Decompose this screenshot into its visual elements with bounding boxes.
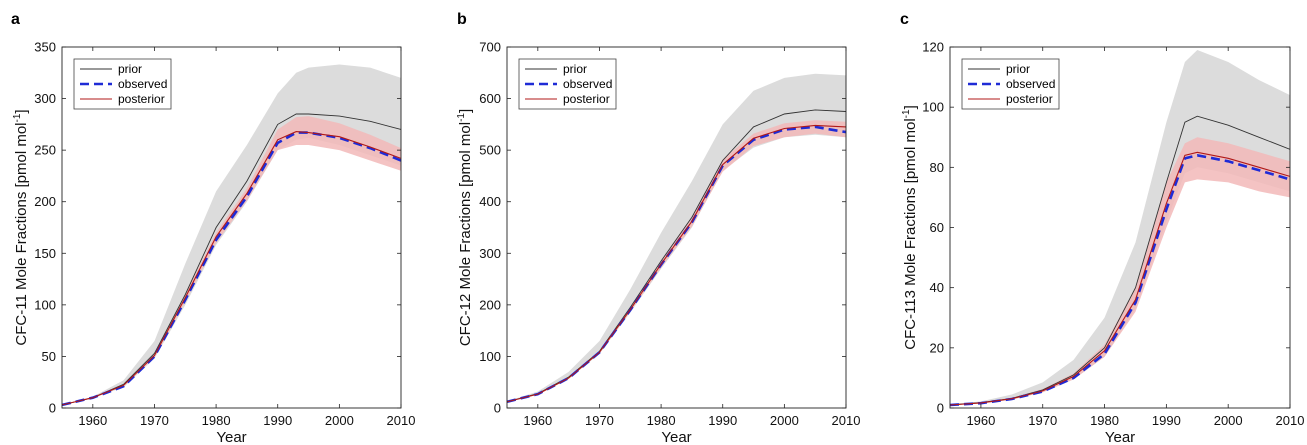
x-tick-label: 1990 — [1152, 413, 1181, 428]
legend-label-observed: observed — [563, 77, 612, 91]
y-tick-label: 0 — [937, 401, 944, 416]
y-axis-label-superscript: -1 — [456, 113, 467, 122]
y-tick-label: 150 — [34, 246, 56, 261]
y-tick-label: 300 — [34, 91, 56, 106]
y-axis-label-end: ] — [902, 105, 919, 109]
y-axis-label-text: CFC-12 Mole Fractions [pmol mol — [457, 122, 474, 346]
panel-letter: a — [11, 11, 20, 28]
legend-label-prior: prior — [1006, 62, 1030, 76]
legend-label-prior: prior — [563, 62, 587, 76]
chart-panel-a: 1960 1970 1980 1990 2000 2010 0 50 100 150 200 250 3… — [11, 11, 415, 445]
plot-area — [950, 50, 1290, 407]
panel-letter: c — [900, 11, 909, 28]
x-tick-label: 2000 — [325, 413, 354, 428]
y-axis-label-end: ] — [13, 109, 30, 113]
legend-label-posterior: posterior — [563, 92, 610, 106]
legend-box — [73, 58, 172, 110]
legend-label-prior: prior — [118, 62, 142, 76]
posterior-series-line — [62, 131, 401, 406]
y-tick-label: 350 — [34, 40, 56, 55]
y-axis-label-text: CFC-11 Mole Fractions [pmol mol — [13, 122, 30, 345]
y-axis-label-superscript: -1 — [901, 109, 912, 118]
y-axis-label: CFC-113 Mole Fractions [pmol mol-1] — [901, 105, 919, 350]
y-tick-label: 100 — [479, 349, 501, 364]
y-tick-label: 400 — [479, 194, 501, 209]
posterior-series-line — [950, 151, 1290, 406]
x-axis-label: Year — [216, 429, 246, 445]
y-tick-label: 300 — [479, 246, 501, 261]
plot-area — [62, 64, 401, 407]
x-tick-label: 1970 — [140, 413, 169, 428]
panel-letter: b — [457, 11, 467, 28]
x-tick-label: 2000 — [1214, 413, 1243, 428]
y-tick-label: 100 — [34, 297, 56, 312]
legend-label-posterior: posterior — [1006, 92, 1053, 106]
y-tick-label: 100 — [922, 100, 944, 115]
x-tick-label: 1990 — [708, 413, 737, 428]
y-axis-label: CFC-11 Mole Fractions [pmol mol-1] — [12, 109, 30, 345]
legend-box — [518, 58, 617, 110]
y-tick-label: 60 — [930, 220, 944, 235]
y-tick-label: 600 — [479, 91, 501, 106]
y-axis-label-end: ] — [457, 109, 474, 113]
y-tick-label: 0 — [494, 401, 501, 416]
x-tick-label: 2000 — [770, 413, 799, 428]
plot-area — [507, 73, 846, 404]
y-tick-label: 20 — [930, 340, 944, 355]
x-tick-label: 1960 — [966, 413, 995, 428]
x-tick-label: 1960 — [78, 413, 107, 428]
observed-series-line — [62, 131, 401, 407]
x-tick-label: 1970 — [585, 413, 614, 428]
x-tick-label: 2010 — [1276, 413, 1305, 428]
legend-label-posterior: posterior — [118, 92, 165, 106]
posterior-ensemble-band — [62, 116, 401, 405]
posterior-ensemble-band — [950, 137, 1290, 406]
chart-panel-b: 1960 1970 1980 1990 2000 2010 0 100 200 300 400 500… — [456, 11, 860, 445]
y-axis-label-text: CFC-113 Mole Fractions [pmol mol — [902, 118, 919, 349]
y-axis-label: CFC-12 Mole Fractions [pmol mol-1] — [456, 109, 474, 346]
axes-box — [61, 46, 402, 409]
y-tick-label: 40 — [930, 280, 944, 295]
prior-series-line — [62, 113, 401, 406]
x-tick-label: 1970 — [1028, 413, 1057, 428]
posterior-ensemble-band — [507, 120, 846, 402]
posterior-series-line — [507, 124, 846, 403]
x-tick-label: 1980 — [1090, 413, 1119, 428]
legend-label-observed: observed — [118, 77, 167, 91]
y-tick-label: 500 — [479, 143, 501, 158]
y-tick-label: 80 — [930, 160, 944, 175]
legend-box — [961, 58, 1060, 110]
x-tick-label: 2010 — [387, 413, 416, 428]
prior-ensemble-band — [950, 50, 1290, 405]
x-axis-label: Year — [661, 429, 691, 445]
x-axis-label: Year — [1105, 429, 1135, 445]
y-tick-label: 200 — [479, 297, 501, 312]
y-tick-label: 120 — [922, 40, 944, 55]
x-tick-label: 1990 — [263, 413, 292, 428]
y-tick-label: 700 — [479, 40, 501, 55]
x-tick-label: 1980 — [202, 413, 231, 428]
prior-series-line — [507, 109, 846, 403]
chart-panel-c: 1960 1970 1980 1990 2000 2010 0 20 40 60 80 100 120 Y… — [900, 11, 1304, 445]
y-tick-label: 200 — [34, 194, 56, 209]
prior-ensemble-band — [507, 73, 846, 402]
legend-label-observed: observed — [1006, 77, 1055, 91]
prior-ensemble-band — [62, 64, 401, 405]
y-tick-label: 0 — [49, 401, 56, 416]
y-tick-label: 50 — [42, 349, 56, 364]
x-tick-label: 2010 — [832, 413, 861, 428]
axes-box — [506, 46, 847, 409]
x-tick-label: 1980 — [647, 413, 676, 428]
x-tick-label: 1960 — [523, 413, 552, 428]
observed-series-line — [507, 125, 846, 404]
y-axis-label-superscript: -1 — [12, 113, 23, 122]
y-tick-label: 250 — [34, 143, 56, 158]
